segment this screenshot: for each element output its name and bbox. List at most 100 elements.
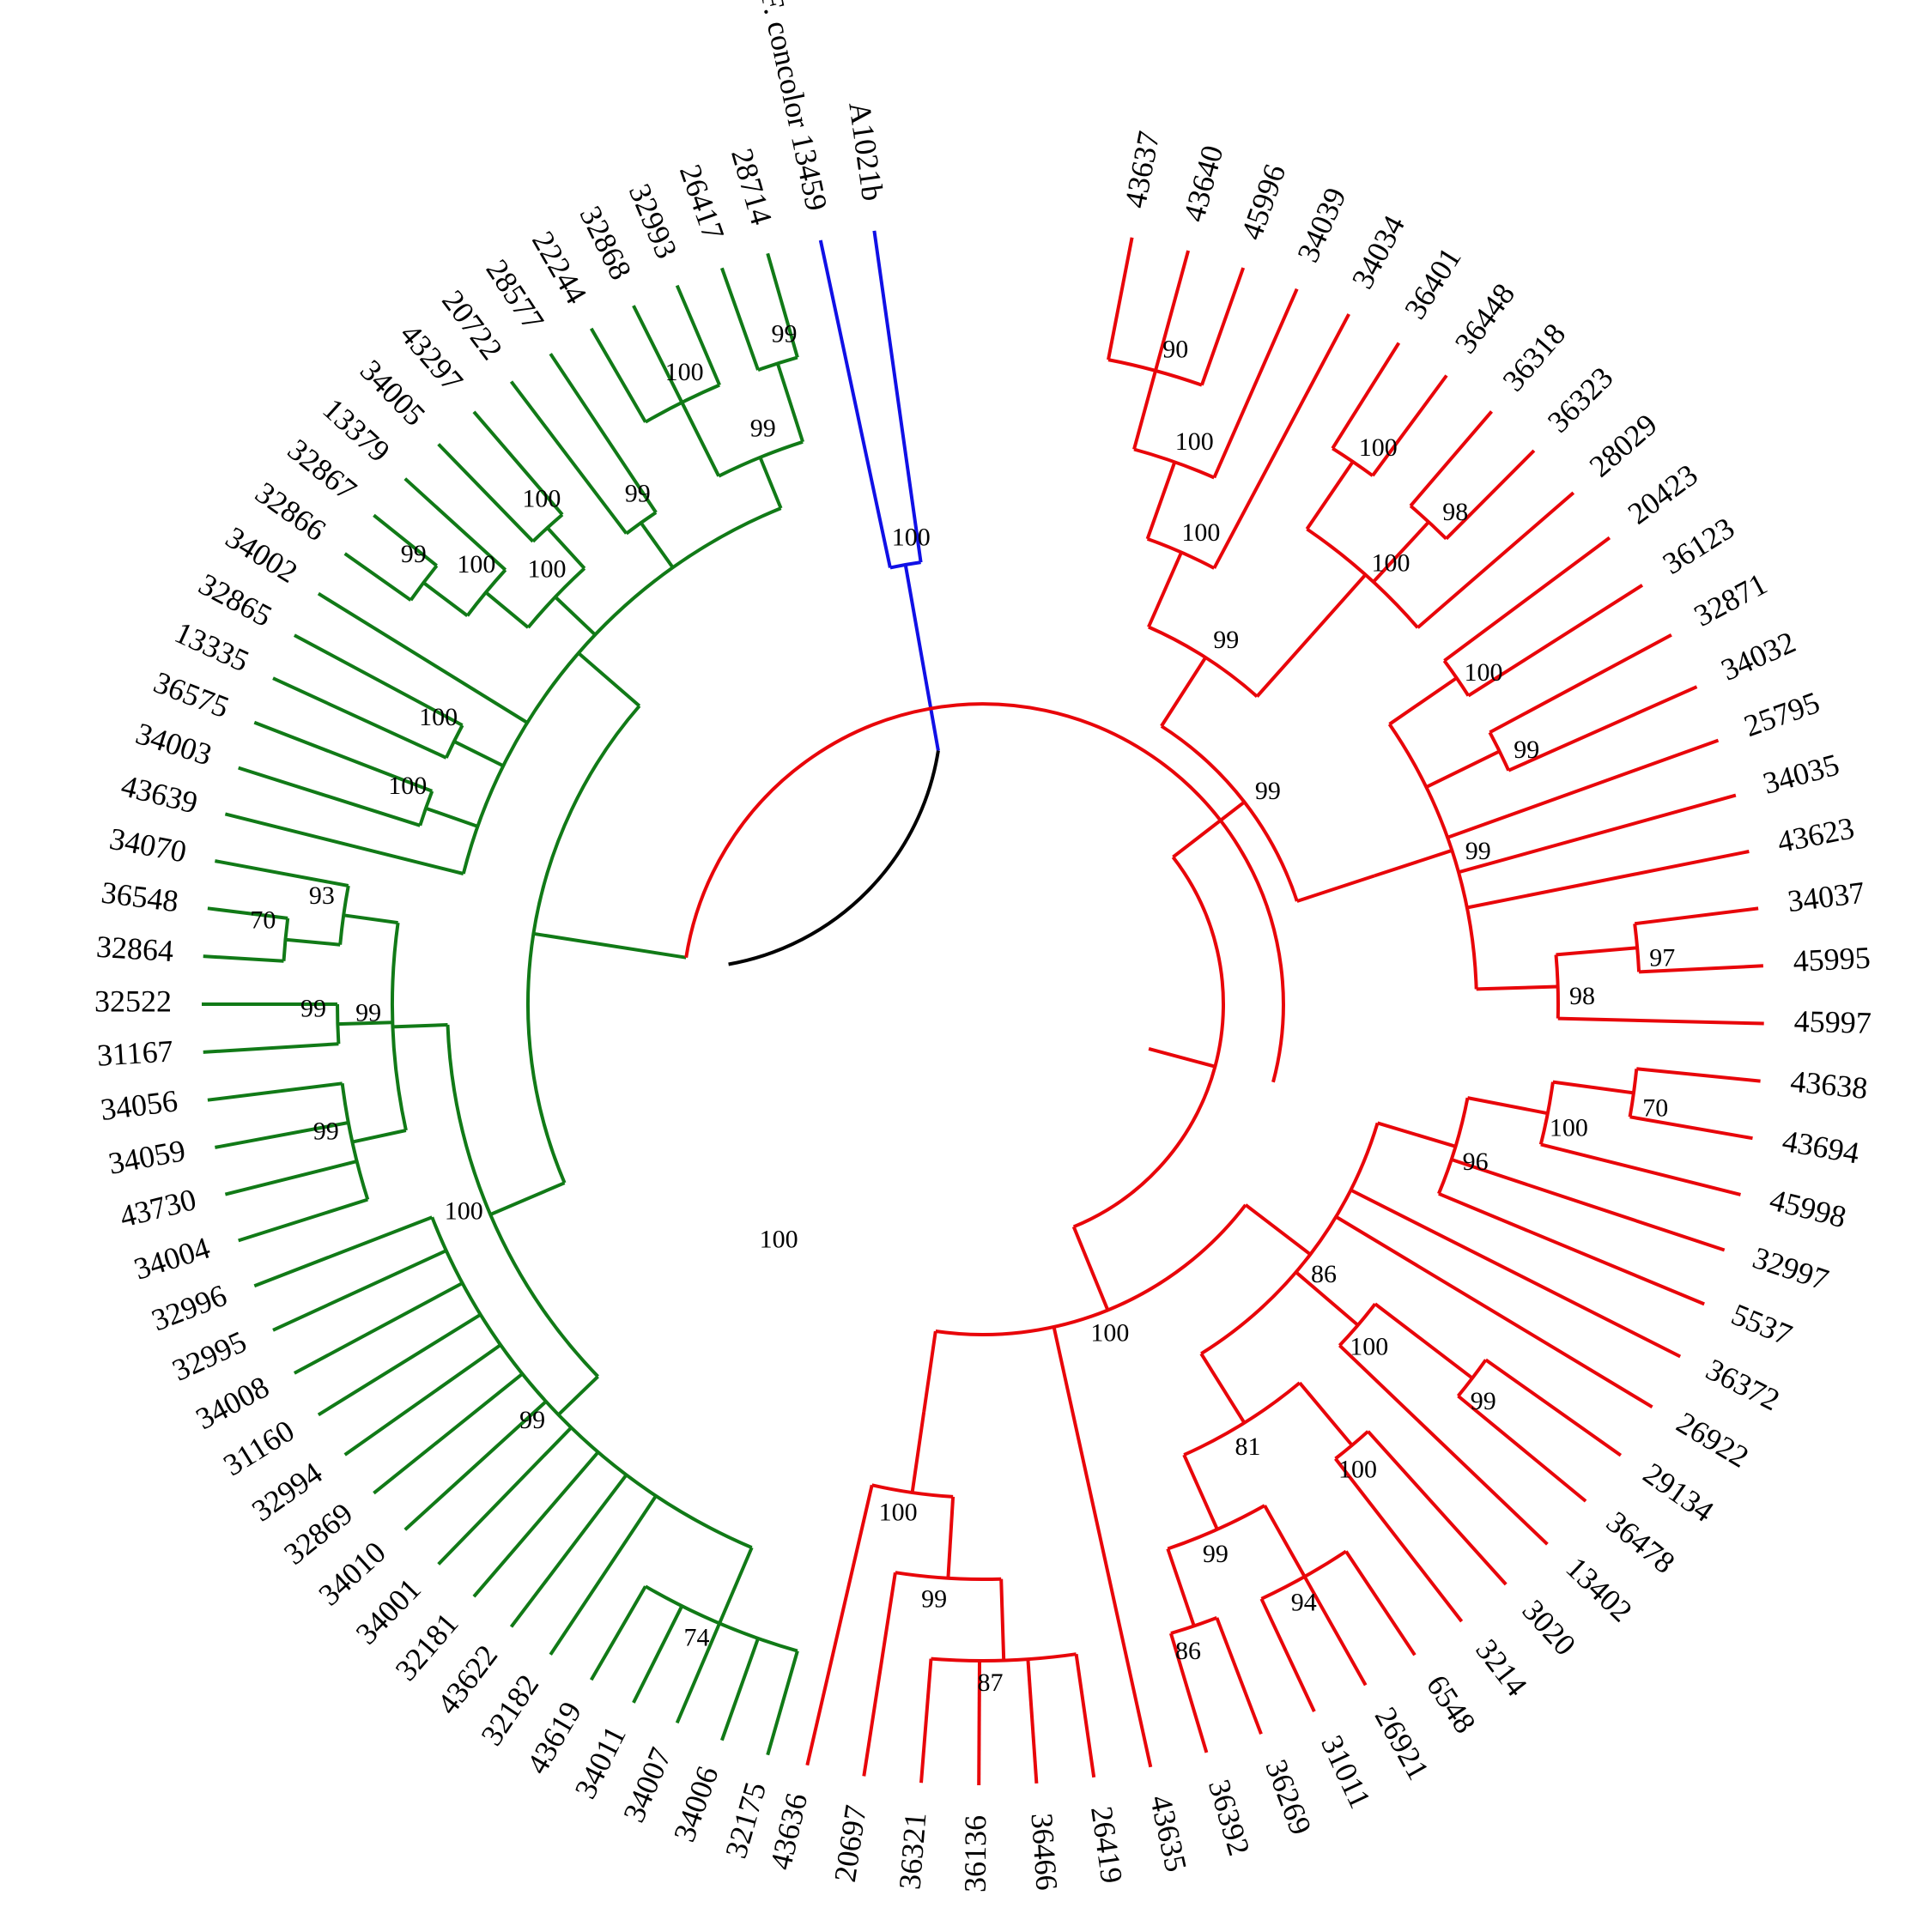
red-clade-branch — [1305, 460, 1355, 530]
red-clade-branch — [1467, 584, 1644, 698]
bootstrap-label: 99 — [772, 320, 798, 348]
green-clade-arc — [391, 922, 408, 1131]
green-clade-branch — [589, 1585, 647, 1681]
taxon-label: 32995 — [167, 1324, 252, 1388]
taxon-label: 34059 — [106, 1133, 188, 1181]
red-clade-branch — [1557, 1016, 1764, 1026]
green-clade-branch — [422, 581, 469, 617]
bootstrap-label: 100 — [879, 1499, 918, 1527]
green-clade-branch — [351, 1129, 407, 1144]
bootstrap-label: 99 — [355, 998, 381, 1027]
bootstrap-label: 100 — [445, 1196, 483, 1225]
green-clade-branch — [632, 305, 684, 403]
red-clade-arc — [1200, 1122, 1380, 1355]
green-clade-branch — [546, 526, 586, 570]
red-clade-branch — [1425, 749, 1501, 789]
green-clade-branch — [403, 1400, 548, 1531]
bootstrap-label: 100 — [665, 358, 704, 386]
green-clade-branch — [272, 676, 447, 760]
red-clade-arc — [1148, 625, 1259, 698]
green-clade-branch — [238, 766, 421, 827]
green-clade-branch — [337, 1021, 393, 1027]
bootstrap-label: 96 — [1463, 1148, 1489, 1176]
red-clade-branch — [1259, 1597, 1316, 1712]
red-clade-branch — [1467, 1096, 1549, 1116]
red-clade-branch — [977, 1660, 981, 1786]
green-clade-branch — [253, 720, 434, 793]
bootstrap-label: 100 — [892, 523, 931, 551]
red-clade-branch — [1447, 738, 1720, 839]
green-clade-arc — [625, 511, 658, 536]
red-clade-branch — [1457, 1394, 1587, 1503]
taxon-label: 26417 — [673, 160, 731, 245]
green-clade-branch — [207, 1081, 343, 1102]
bootstrap-label: 99 — [625, 480, 651, 508]
red-clade-branch — [1166, 1547, 1196, 1627]
green-clade-branch — [509, 1474, 628, 1628]
red-clade-branch — [1200, 267, 1246, 386]
bootstrap-label: 100 — [1465, 658, 1503, 687]
red-clade-branch — [1634, 906, 1759, 926]
red-clade-branch — [1484, 1358, 1623, 1457]
green-clade-branch — [509, 380, 628, 535]
green-clade-arc — [335, 1003, 341, 1045]
green-clade-branch — [392, 1023, 448, 1029]
red-clade-branch — [1639, 964, 1763, 974]
red-clade-branch — [1445, 449, 1536, 541]
green-clade-branch — [343, 1343, 502, 1457]
red-clade-branch — [1476, 984, 1558, 991]
taxon-label: 43730 — [116, 1182, 199, 1234]
red-clade-arc — [1387, 723, 1478, 990]
green-clade-branch — [317, 591, 529, 724]
green-clade-branch — [766, 1650, 799, 1756]
red-clade-branch — [1374, 848, 1453, 878]
taxon-label: 34007 — [616, 1742, 678, 1826]
red-clade-arc — [1456, 1359, 1488, 1397]
bootstrap-label: 100 — [1550, 1114, 1588, 1142]
taxon-label: 43636 — [763, 1790, 814, 1873]
taxon-label: 36392 — [1202, 1776, 1257, 1860]
taxon-label: 43638 — [1789, 1063, 1870, 1105]
green-clade-branch — [373, 1372, 524, 1495]
taxon-label: 43639 — [118, 768, 201, 821]
green-clade-branch — [775, 362, 805, 443]
green-clade-branch — [766, 252, 799, 358]
green-clade-arc — [718, 439, 804, 478]
red-clade-branch — [1309, 573, 1368, 637]
red-clade-branch — [1458, 793, 1737, 875]
red-clade-branch — [1296, 874, 1375, 903]
green-clade-arc — [430, 1216, 753, 1549]
green-clade-branch — [720, 1638, 760, 1741]
taxon-label: 36372 — [1701, 1352, 1785, 1417]
red-clade-branch — [1263, 1505, 1307, 1578]
taxon-label: 45997 — [1793, 1004, 1872, 1040]
bootstrap-label: 99 — [1514, 736, 1539, 764]
red-clade-branch — [1466, 850, 1750, 910]
green-clade-branch — [224, 1160, 358, 1196]
red-clade-branch — [1367, 1430, 1508, 1586]
red-clade-arc — [1107, 358, 1203, 387]
green-clade-arc — [526, 566, 586, 629]
taxon-label: 36466 — [1025, 1812, 1065, 1892]
bootstrap-label: 99 — [519, 1406, 545, 1434]
green-clade-branch — [589, 327, 647, 423]
taxon-label: 36123 — [1657, 511, 1740, 581]
taxon-label: 32997 — [1749, 1240, 1833, 1297]
root-bootstrap: 100 — [760, 1225, 798, 1253]
red-clade-branch — [919, 1658, 933, 1784]
outgroup-branch — [818, 239, 892, 568]
green-clade-branch — [549, 1494, 658, 1656]
taxon-label: 43640 — [1176, 142, 1229, 225]
bootstrap-label: 100 — [1175, 427, 1214, 456]
taxon-label: 36575 — [149, 665, 234, 725]
red-clade-branch — [1212, 313, 1350, 569]
root-arc — [728, 750, 940, 966]
taxon-label: 36478 — [1600, 1505, 1682, 1580]
taxon-label: 26922 — [1671, 1405, 1755, 1475]
taxon-label: 43635 — [1144, 1792, 1193, 1874]
red-clade-branch — [1335, 1214, 1653, 1409]
taxon-label: 43694 — [1780, 1123, 1862, 1171]
red-clade-branch — [1338, 1344, 1549, 1546]
taxon-label: 34003 — [132, 716, 216, 772]
